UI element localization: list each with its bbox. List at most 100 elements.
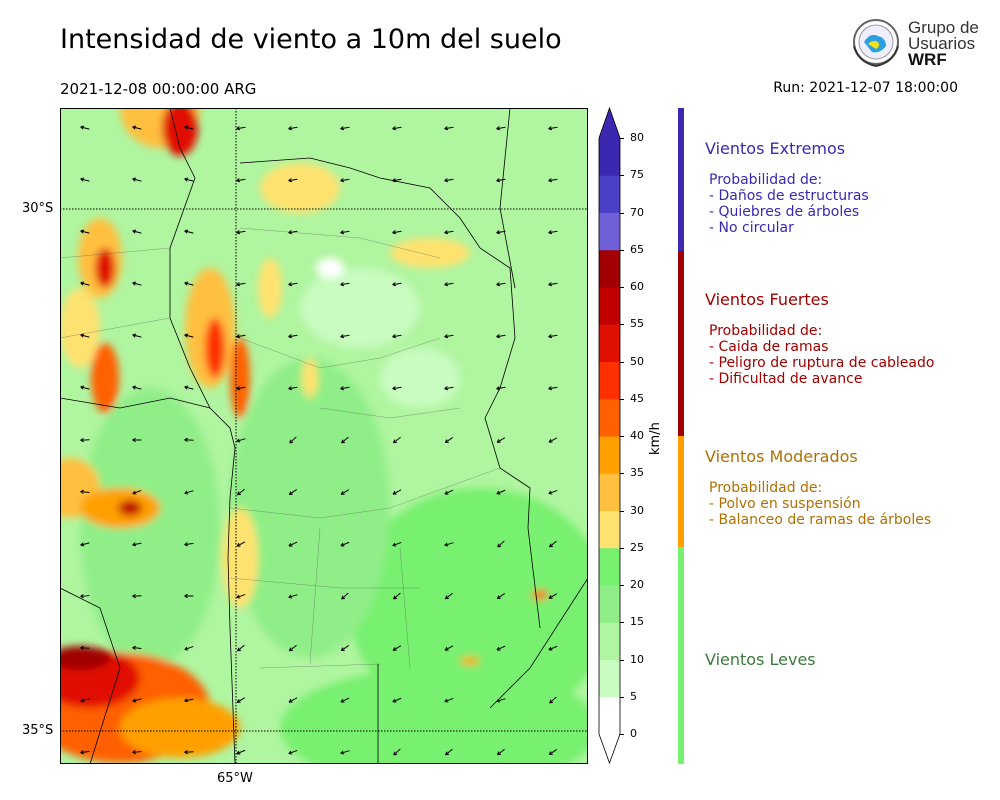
- colorbar-tick-label: 5: [630, 689, 637, 703]
- valid-time: 2021-12-08 00:00:00 ARG: [60, 80, 257, 98]
- colorbar-tick-mark: [620, 287, 624, 288]
- wind-arrow: [184, 698, 194, 703]
- wind-speed-contour: [80, 388, 220, 668]
- category-description-line: Probabilidad de:: [709, 323, 823, 339]
- wind-arrow: [236, 438, 246, 443]
- wind-arrow: [132, 229, 142, 234]
- wind-speed-contour: [532, 590, 548, 600]
- colorbar-unit-label: km/h: [648, 422, 663, 455]
- colorbar-tick-mark: [620, 659, 624, 661]
- wind-arrow: [548, 489, 558, 495]
- wind-speed-contour: [60, 288, 100, 368]
- wind-arrow: [549, 696, 557, 704]
- wind-arrow: [496, 645, 506, 651]
- colorbar-segment: [599, 547, 620, 586]
- wind-arrow: [444, 282, 454, 287]
- wind-speed-contour: [205, 318, 225, 378]
- colorbar-tick-label: 80: [630, 131, 644, 144]
- colorbar-segment: [599, 510, 620, 549]
- wind-map: [60, 108, 588, 764]
- colorbar-tick-mark: [620, 138, 624, 139]
- colorbar-tick-mark: [620, 510, 624, 512]
- wind-arrow: [132, 177, 142, 182]
- wind-arrow: [132, 385, 142, 390]
- wind-arrow: [236, 593, 246, 599]
- wind-arrow: [80, 645, 90, 651]
- wind-arrow: [80, 542, 90, 547]
- lat-label-30s: 30°S: [22, 201, 54, 216]
- wind-arrow: [340, 282, 350, 287]
- wind-arrow: [288, 334, 298, 339]
- category-description-line: - Caida de ramas: [709, 339, 829, 355]
- wind-arrow: [392, 386, 402, 391]
- wind-arrow: [444, 592, 453, 600]
- wind-arrow: [549, 540, 557, 548]
- colorbar-tick-mark: [620, 436, 624, 437]
- wind-arrow: [132, 489, 142, 495]
- category-description-line: - Polvo en suspensión: [709, 496, 861, 512]
- colorbar-tick-label: 55: [630, 317, 644, 331]
- wind-arrow: [392, 126, 402, 131]
- category-description-line: - Quiebres de árboles: [709, 204, 860, 220]
- colorbar-over-arrow: [599, 108, 620, 138]
- wind-arrow: [80, 125, 90, 130]
- wind-arrow: [392, 334, 402, 339]
- wind-arrow: [392, 541, 402, 547]
- wind-arrow: [184, 749, 194, 755]
- wind-speed-contour: [60, 646, 110, 670]
- wind-arrow: [132, 593, 142, 599]
- wind-speed-contour: [162, 108, 198, 156]
- colorbar-segment: [599, 138, 620, 176]
- wind-arrow: [340, 750, 350, 755]
- wind-speed-contour: [258, 258, 282, 318]
- lat-label-35s: 35°S: [22, 723, 54, 738]
- colorbar-tick-mark: [620, 175, 624, 177]
- wind-arrow: [288, 386, 298, 391]
- wind-arrow: [80, 229, 90, 234]
- wind-speed-contour: [300, 268, 420, 348]
- wind-arrow: [132, 698, 142, 703]
- colorbar-segment: [599, 473, 620, 511]
- wind-arrow: [496, 748, 505, 756]
- wind-speed-contour: [91, 343, 119, 413]
- wind-arrow: [393, 748, 401, 756]
- wind-speed-contour: [302, 358, 318, 398]
- wind-arrow: [392, 178, 402, 183]
- category-description-line: - Dificultad de avance: [709, 371, 863, 387]
- wind-arrow: [184, 437, 194, 443]
- category-bar-extremos: [678, 108, 684, 251]
- colorbar-tick-mark: [620, 398, 624, 400]
- category-title: Vientos Moderados: [705, 447, 858, 466]
- wind-arrow: [548, 282, 558, 287]
- wind-arrow: [288, 697, 298, 703]
- colorbar-tick-label: 60: [630, 280, 644, 293]
- wind-speed-contour: [95, 248, 115, 288]
- wind-arrow: [341, 436, 349, 444]
- wind-arrow: [236, 126, 246, 131]
- colorbar-segment: [599, 436, 620, 474]
- wind-arrow: [132, 750, 142, 755]
- wind-arrow: [184, 177, 194, 182]
- wind-arrow: [288, 230, 298, 235]
- wind-arrow: [132, 125, 142, 130]
- colorbar-segment: [599, 659, 620, 698]
- wind-arrow: [444, 489, 454, 495]
- wind-arrow: [496, 178, 506, 183]
- colorbar-segment: [599, 398, 620, 437]
- wind-arrow: [80, 594, 90, 599]
- wind-speed-contour: [280, 668, 588, 764]
- wind-arrow: [392, 645, 402, 651]
- colorbar-segment: [599, 212, 620, 251]
- wind-arrow: [80, 750, 90, 755]
- wind-arrow: [445, 748, 453, 756]
- wind-arrow: [184, 229, 194, 234]
- colorbar-tick-mark: [620, 324, 624, 326]
- map-frame: [60, 108, 588, 764]
- wind-arrow: [496, 698, 506, 703]
- colorbar-tick-mark: [620, 622, 624, 624]
- figure-title: Intensidad de viento a 10m del suelo: [60, 24, 562, 55]
- wind-arrow: [288, 541, 298, 547]
- run-time: Run: 2021-12-07 18:00:00: [773, 80, 958, 96]
- wind-arrow: [184, 281, 194, 286]
- category-title: Vientos Leves: [705, 650, 816, 669]
